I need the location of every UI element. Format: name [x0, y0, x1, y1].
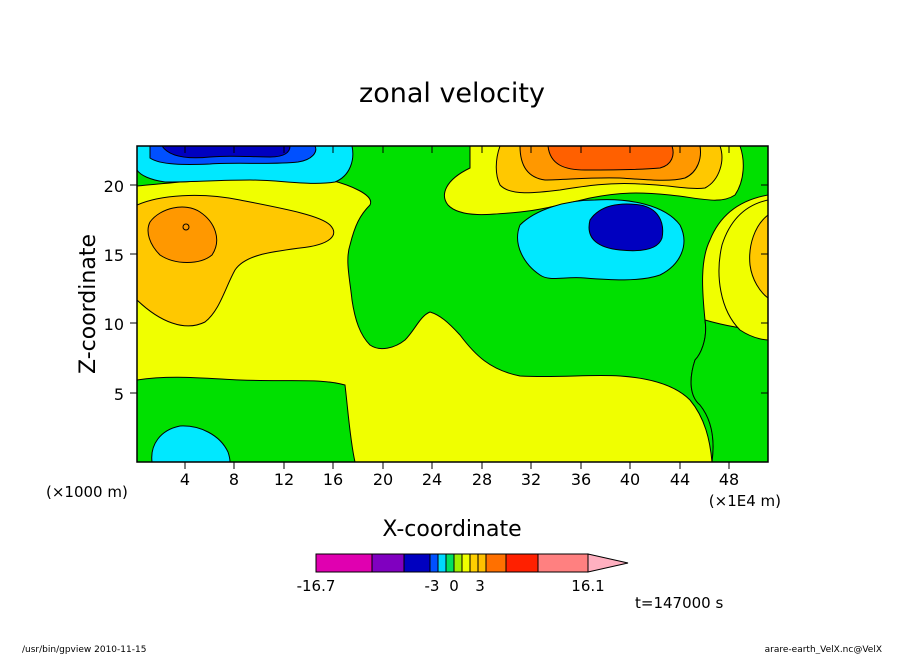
colorbar-segment — [445, 553, 455, 573]
colorbar-segment — [537, 553, 589, 573]
region-neg-weak-bottom-left — [151, 425, 231, 462]
region-neg-strong-top-left — [161, 146, 291, 159]
y-tick-label: 15 — [104, 246, 124, 265]
x-tick-label: 16 — [323, 470, 343, 489]
colorbar-segment — [315, 553, 373, 573]
colorbar-label: 0 — [449, 577, 459, 595]
contour-field — [136, 145, 769, 463]
plot-frame — [136, 145, 769, 463]
x-tick-label: 48 — [719, 470, 739, 489]
colorbar-segment — [453, 553, 463, 573]
x-tick-label: 36 — [571, 470, 591, 489]
colorbar-label: 16.1 — [571, 577, 604, 595]
colorbar-segment — [469, 553, 479, 573]
chart-title: zonal velocity — [359, 78, 545, 109]
y-axis — [130, 184, 768, 394]
region-pos-max-left — [182, 223, 190, 231]
y-tick-label: 5 — [114, 385, 124, 404]
y-tick-label: 20 — [104, 177, 124, 196]
x-tick-label: 44 — [670, 470, 690, 489]
colorbar-segment — [371, 553, 405, 573]
x-tick-label: 28 — [472, 470, 492, 489]
x-tick-label: 12 — [274, 470, 294, 489]
x-axis — [184, 146, 730, 469]
colorbar-segment — [437, 553, 447, 573]
colorbar-label: -16.7 — [297, 577, 336, 595]
colorbar-segment — [477, 553, 487, 573]
colorbar-label: 3 — [475, 577, 485, 595]
x-axis-label: X-coordinate — [382, 517, 521, 542]
region-pos-mid-right-edge — [749, 214, 768, 299]
region-pos-max-top-right — [547, 146, 674, 171]
region-pos-strong-left — [147, 206, 218, 263]
x-tick-label: 24 — [422, 470, 442, 489]
x-unit-left: (×1000 m) — [46, 483, 128, 501]
x-tick-label: 20 — [373, 470, 393, 489]
y-tick-label: 10 — [104, 315, 124, 334]
footer-left: /usr/bin/gpview 2010-11-15 — [22, 645, 146, 654]
x-tick-label: 8 — [229, 470, 239, 489]
timestamp: t=147000 s — [635, 594, 723, 612]
colorbar-segment — [429, 553, 439, 573]
footer-right: arare-earth_VelX.nc@VelX — [765, 645, 882, 654]
colorbar-segment — [461, 553, 471, 573]
colorbar — [315, 553, 629, 573]
colorbar-segment — [485, 553, 507, 573]
colorbar-segment — [505, 553, 539, 573]
x-unit-right: (×1E4 m) — [709, 492, 781, 510]
colorbar-label: -3 — [425, 577, 440, 595]
colorbar-arrow — [587, 553, 629, 573]
x-tick-label: 40 — [620, 470, 640, 489]
x-tick-label: 32 — [521, 470, 541, 489]
y-axis-label: Z-coordinate — [76, 234, 101, 374]
colorbar-segment — [403, 553, 431, 573]
region-neg-strong-right — [588, 203, 664, 252]
x-tick-label: 4 — [180, 470, 190, 489]
